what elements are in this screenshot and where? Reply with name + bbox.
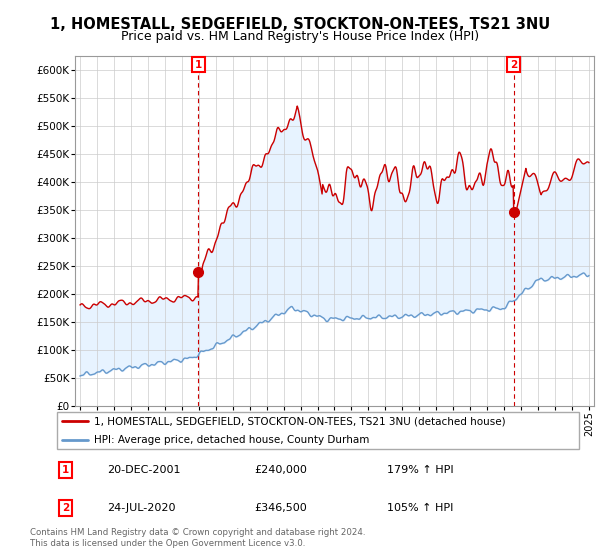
Text: HPI: Average price, detached house, County Durham: HPI: Average price, detached house, Coun… [94,435,369,445]
Text: 24-JUL-2020: 24-JUL-2020 [107,503,175,513]
Text: 1: 1 [62,465,69,475]
Text: 20-DEC-2001: 20-DEC-2001 [107,465,181,475]
Text: 2: 2 [510,60,517,70]
Text: 2: 2 [62,503,69,513]
Text: 1, HOMESTALL, SEDGEFIELD, STOCKTON-ON-TEES, TS21 3NU (detached house): 1, HOMESTALL, SEDGEFIELD, STOCKTON-ON-TE… [94,417,505,427]
Text: 179% ↑ HPI: 179% ↑ HPI [386,465,453,475]
Text: 1, HOMESTALL, SEDGEFIELD, STOCKTON-ON-TEES, TS21 3NU: 1, HOMESTALL, SEDGEFIELD, STOCKTON-ON-TE… [50,17,550,32]
Text: Contains HM Land Registry data © Crown copyright and database right 2024.: Contains HM Land Registry data © Crown c… [30,528,365,536]
Text: £240,000: £240,000 [254,465,308,475]
Text: 1: 1 [194,60,202,70]
Text: 105% ↑ HPI: 105% ↑ HPI [386,503,453,513]
Text: Price paid vs. HM Land Registry's House Price Index (HPI): Price paid vs. HM Land Registry's House … [121,30,479,43]
Text: This data is licensed under the Open Government Licence v3.0.: This data is licensed under the Open Gov… [30,539,305,548]
FancyBboxPatch shape [56,413,580,449]
Text: £346,500: £346,500 [254,503,307,513]
